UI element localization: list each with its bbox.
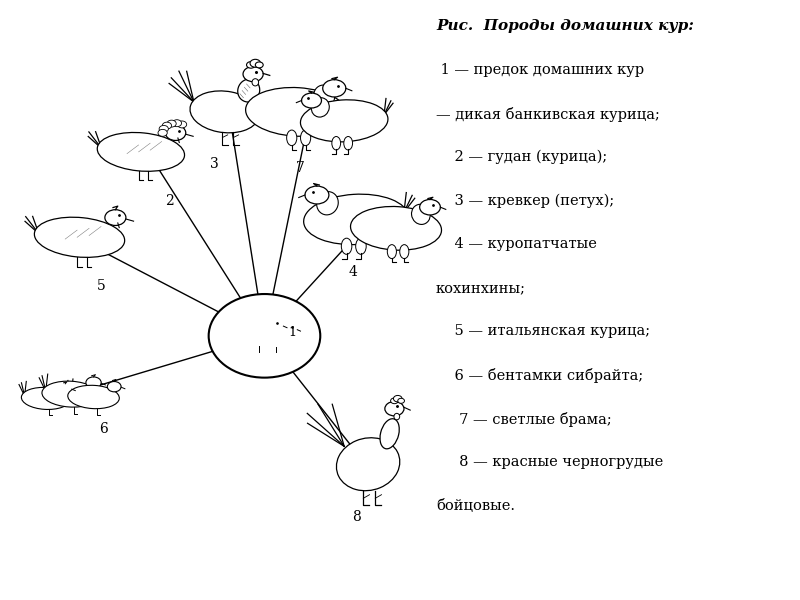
Text: 5: 5 bbox=[97, 279, 106, 293]
Circle shape bbox=[58, 384, 72, 394]
Circle shape bbox=[178, 121, 186, 128]
Ellipse shape bbox=[22, 388, 70, 409]
Text: 6 — бентамки сибрайта;: 6 — бентамки сибрайта; bbox=[436, 368, 643, 383]
Circle shape bbox=[322, 80, 346, 97]
Ellipse shape bbox=[301, 130, 310, 146]
Ellipse shape bbox=[394, 413, 400, 420]
Text: 4: 4 bbox=[348, 265, 357, 280]
Circle shape bbox=[394, 395, 402, 402]
Ellipse shape bbox=[234, 325, 282, 346]
Circle shape bbox=[243, 67, 263, 82]
Text: кохинхины;: кохинхины; bbox=[436, 281, 526, 295]
Ellipse shape bbox=[342, 238, 352, 254]
Ellipse shape bbox=[34, 217, 125, 257]
Ellipse shape bbox=[98, 133, 185, 172]
Text: 3: 3 bbox=[210, 157, 219, 170]
Ellipse shape bbox=[311, 98, 330, 117]
Ellipse shape bbox=[387, 245, 397, 259]
Circle shape bbox=[286, 325, 298, 334]
Circle shape bbox=[86, 377, 102, 388]
Circle shape bbox=[246, 62, 255, 68]
Ellipse shape bbox=[68, 385, 119, 409]
Circle shape bbox=[172, 120, 182, 127]
Ellipse shape bbox=[304, 194, 409, 245]
Circle shape bbox=[398, 398, 405, 403]
Circle shape bbox=[158, 130, 167, 136]
Circle shape bbox=[305, 186, 329, 204]
Ellipse shape bbox=[400, 245, 409, 259]
Text: 8 — красные черногрудые: 8 — красные черногрудые bbox=[436, 455, 663, 469]
Circle shape bbox=[167, 120, 176, 127]
Circle shape bbox=[107, 382, 121, 392]
Circle shape bbox=[302, 93, 322, 108]
Text: 7: 7 bbox=[296, 161, 306, 175]
Text: 6: 6 bbox=[98, 422, 107, 436]
Ellipse shape bbox=[317, 191, 338, 215]
Circle shape bbox=[255, 62, 263, 68]
Text: 4 — куропатчатые: 4 — куропатчатые bbox=[436, 237, 597, 251]
Ellipse shape bbox=[238, 79, 260, 102]
Text: 1 — предок домашних кур: 1 — предок домашних кур bbox=[436, 63, 644, 77]
Text: 1: 1 bbox=[288, 326, 296, 340]
Circle shape bbox=[209, 294, 320, 377]
Ellipse shape bbox=[411, 204, 430, 224]
Circle shape bbox=[385, 401, 404, 416]
Text: 8: 8 bbox=[352, 510, 361, 524]
Circle shape bbox=[105, 210, 126, 226]
Circle shape bbox=[162, 122, 171, 129]
Ellipse shape bbox=[254, 329, 296, 347]
Circle shape bbox=[166, 125, 186, 140]
Circle shape bbox=[250, 59, 261, 67]
Ellipse shape bbox=[286, 130, 297, 146]
Ellipse shape bbox=[42, 381, 99, 407]
Text: 2: 2 bbox=[165, 194, 174, 208]
Ellipse shape bbox=[190, 91, 259, 133]
Text: Рис.  Породы домашних кур:: Рис. Породы домашних кур: bbox=[436, 19, 694, 34]
Circle shape bbox=[420, 199, 440, 215]
Text: — дикая банкивская курица;: — дикая банкивская курица; bbox=[436, 107, 660, 122]
Circle shape bbox=[159, 125, 168, 133]
Circle shape bbox=[271, 321, 283, 330]
Text: 2 — гудан (курица);: 2 — гудан (курица); bbox=[436, 150, 607, 164]
Text: 5 — итальянская курица;: 5 — итальянская курица; bbox=[436, 325, 650, 338]
Ellipse shape bbox=[344, 137, 353, 150]
Text: 7 — светлые брама;: 7 — светлые брама; bbox=[436, 412, 612, 427]
Ellipse shape bbox=[252, 79, 258, 86]
Circle shape bbox=[390, 398, 398, 404]
Text: бойцовые.: бойцовые. bbox=[436, 499, 515, 513]
Ellipse shape bbox=[356, 238, 366, 254]
Ellipse shape bbox=[337, 438, 400, 491]
Ellipse shape bbox=[380, 419, 399, 449]
Ellipse shape bbox=[301, 100, 388, 142]
Ellipse shape bbox=[332, 137, 341, 150]
Ellipse shape bbox=[350, 206, 442, 250]
Text: 3 — кревкер (петух);: 3 — кревкер (петух); bbox=[436, 194, 614, 208]
Ellipse shape bbox=[314, 85, 334, 107]
Ellipse shape bbox=[246, 88, 347, 136]
